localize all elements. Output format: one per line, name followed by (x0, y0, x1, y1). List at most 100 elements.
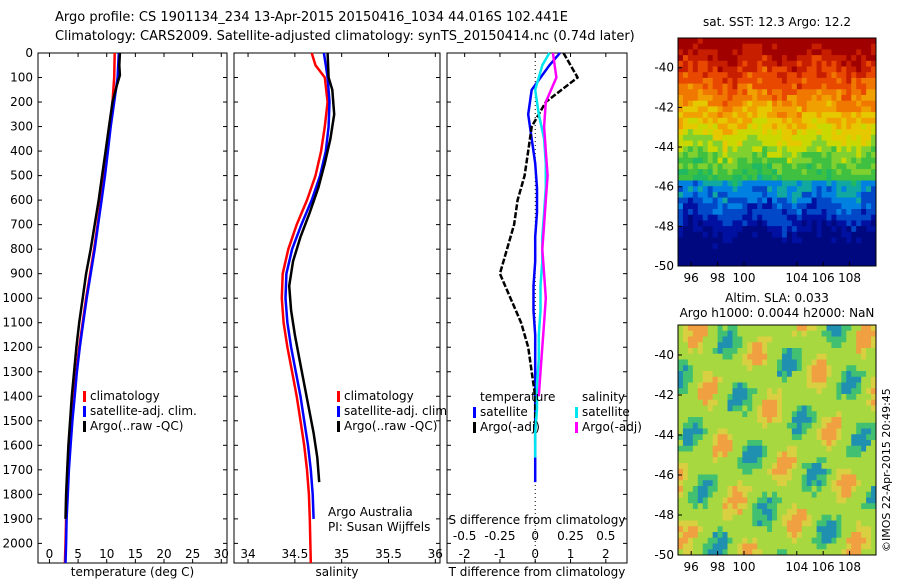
map-cell (747, 157, 753, 164)
map-cell (772, 49, 778, 56)
map-cell (712, 445, 719, 452)
map-cell (861, 203, 867, 210)
map-cell (846, 514, 852, 521)
map-cell (682, 382, 689, 389)
map-cell (806, 480, 813, 487)
map-cell (851, 214, 857, 221)
ytick-label: 1100 (2, 316, 33, 330)
map-cell (772, 549, 778, 556)
map-frame (677, 37, 877, 267)
map-cell (801, 140, 808, 147)
map-cell (757, 549, 763, 556)
map-cell (856, 112, 862, 119)
map-cell (861, 157, 867, 164)
map-cell (781, 152, 788, 159)
map-cell (861, 146, 867, 153)
map-cell (826, 411, 832, 418)
map-cell (742, 140, 748, 147)
map-cell (702, 405, 709, 412)
map-cell (871, 509, 877, 516)
map-cell (717, 514, 724, 521)
map-cell (732, 388, 738, 395)
map-cell (747, 174, 753, 181)
map-cell (772, 83, 778, 90)
map-xtick-label: 106 (812, 560, 835, 574)
map-cell (682, 330, 689, 337)
map-cell (851, 451, 857, 458)
map-cell (707, 365, 714, 372)
map-cell (777, 509, 783, 516)
map-cell (806, 226, 813, 233)
map-cell (816, 72, 823, 79)
map-cell (836, 422, 842, 429)
map-cell (806, 60, 813, 67)
map-cell (742, 77, 748, 85)
map-cell (687, 497, 694, 504)
map-cell (781, 157, 788, 164)
map-cell (687, 157, 694, 164)
map-cell (777, 365, 783, 372)
map-cell (781, 411, 788, 418)
map-cell (821, 422, 827, 429)
map-cell (678, 174, 684, 181)
map-cell (841, 248, 847, 256)
map-cell (811, 417, 818, 424)
map-cell (722, 243, 728, 250)
map-cell (742, 394, 748, 401)
map-cell (697, 336, 704, 343)
map-cell (727, 440, 733, 447)
map-cell (781, 330, 788, 337)
map-cell (742, 157, 748, 164)
map-cell (831, 503, 837, 510)
map-cell (737, 537, 743, 544)
map-cell (806, 417, 813, 424)
map-cell (757, 325, 763, 332)
map-cell (737, 457, 743, 464)
map-cell (781, 514, 788, 521)
map-cell (678, 503, 684, 510)
map-cell (777, 43, 783, 50)
map-cell (831, 417, 837, 424)
map-cell (796, 163, 803, 170)
map-cell (767, 220, 773, 227)
map-cell (687, 445, 694, 452)
map-cell (806, 112, 813, 119)
map-cell (856, 428, 862, 435)
map-cell (732, 468, 738, 475)
top-axis-label: S difference from climatology (449, 513, 626, 527)
map-cell (678, 376, 684, 383)
map-cell (806, 231, 813, 238)
map-cell (781, 169, 788, 176)
map-cell (796, 237, 803, 244)
map-cell (732, 248, 738, 256)
map-cell (861, 388, 867, 395)
map-cell (702, 359, 709, 366)
map-cell (801, 254, 808, 261)
map-cell (846, 260, 852, 267)
map-cell (831, 537, 837, 544)
map-cell (682, 468, 689, 475)
map-cell (727, 43, 733, 50)
map-cell (826, 394, 832, 401)
map-cell (861, 169, 867, 176)
map-cell (692, 532, 699, 539)
map-cell (851, 474, 857, 481)
map-cell (781, 428, 788, 435)
map-cell (821, 325, 827, 332)
ytick-label: 1800 (2, 487, 33, 501)
map-cell (752, 186, 758, 193)
map-cell (821, 543, 827, 550)
map-cell (846, 399, 852, 406)
map-cell (786, 537, 793, 544)
map-cell (861, 117, 867, 124)
map-cell (871, 260, 877, 267)
map-cell (757, 371, 763, 378)
map-cell (687, 388, 694, 395)
map-cell (737, 260, 743, 267)
chart-title-line1: Argo profile: CS 1901134_234 13-Apr-2015… (55, 10, 568, 25)
map-cell (846, 549, 852, 556)
map-cell (742, 353, 748, 360)
map-cell (702, 451, 709, 458)
map-cell (752, 260, 758, 267)
map-cell (791, 348, 798, 355)
